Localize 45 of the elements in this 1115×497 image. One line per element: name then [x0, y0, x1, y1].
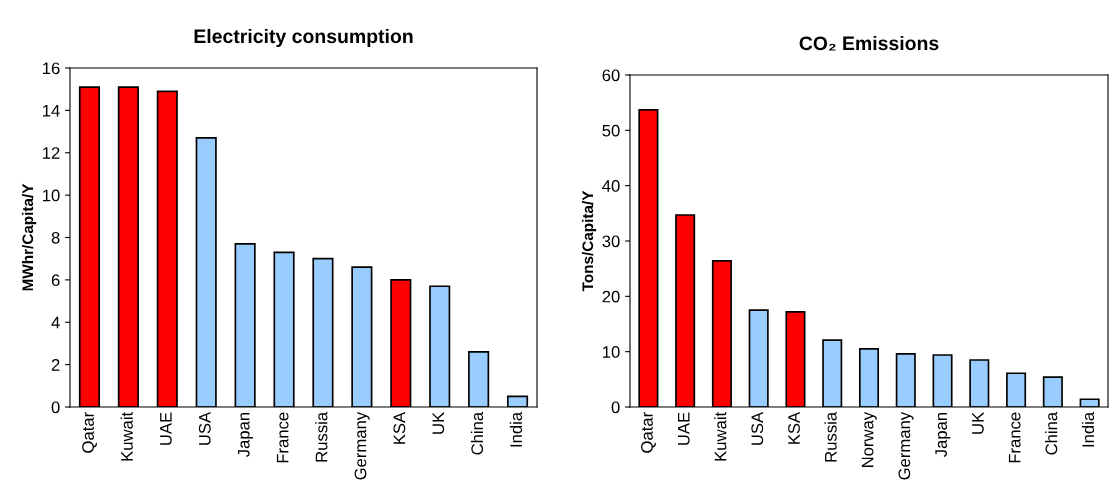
- x-tick-label: China: [1045, 411, 1058, 455]
- y-tick-label: 50: [602, 124, 620, 137]
- x-tick-label: France: [1008, 412, 1021, 463]
- x-tick-label: Japan: [237, 412, 253, 458]
- y-tick-label: 0: [51, 401, 60, 414]
- y-tick-label: 14: [43, 104, 60, 117]
- x-tick-label: UK: [432, 412, 445, 434]
- x-tick-label: UK: [972, 412, 984, 434]
- x-tick-label: China: [470, 411, 484, 455]
- y-tick-label: 40: [602, 180, 620, 192]
- x-tick-label: Kuwait: [714, 411, 727, 461]
- x-tick-label: USA: [198, 411, 211, 445]
- x-tick-label: KSA: [393, 411, 406, 444]
- y-tick-label: 6: [51, 274, 60, 287]
- y-tick-label: 16: [43, 62, 60, 75]
- x-tick-label: KSA: [788, 411, 800, 444]
- y-tick-label: 30: [602, 235, 620, 248]
- y-tick-label: 2: [51, 359, 60, 371]
- y-tick-label: 20: [602, 290, 620, 303]
- x-tick-label: Russia: [824, 411, 837, 462]
- y-axis-title: MWhr/Capita/Y: [21, 183, 37, 291]
- x-tick-label: Japan: [935, 412, 951, 458]
- x-tick-label: India: [1081, 411, 1095, 447]
- x-tick-label: Kuwait: [120, 411, 133, 461]
- x-tick-label: Germany: [898, 411, 914, 480]
- y-axis-title: Tons/Capita/Y: [581, 190, 597, 292]
- x-tick-label: Qatar: [641, 412, 656, 453]
- y-tick-label: 8: [51, 231, 60, 244]
- x-tick-label: Norway: [861, 411, 877, 467]
- x-tick-label: USA: [751, 411, 764, 445]
- x-tick-label: France: [276, 412, 289, 463]
- x-tick-label: UAE: [160, 412, 172, 445]
- x-tick-label: Qatar: [82, 412, 97, 453]
- y-tick-label: 12: [43, 147, 60, 159]
- x-tick-label: UAE: [678, 412, 690, 445]
- chart-title: CO₂ Emissions: [799, 35, 939, 51]
- y-tick-label: 60: [602, 69, 620, 82]
- y-tick-label: 10: [603, 346, 620, 358]
- y-tick-label: 10: [43, 189, 60, 202]
- x-tick-label: Russia: [315, 411, 328, 462]
- x-tick-label: Germany: [354, 411, 370, 480]
- y-tick-label: 4: [51, 316, 60, 329]
- y-tick-label: 0: [611, 401, 620, 414]
- chart-title: Electricity consumption: [194, 28, 413, 48]
- x-tick-label: India: [509, 411, 523, 447]
